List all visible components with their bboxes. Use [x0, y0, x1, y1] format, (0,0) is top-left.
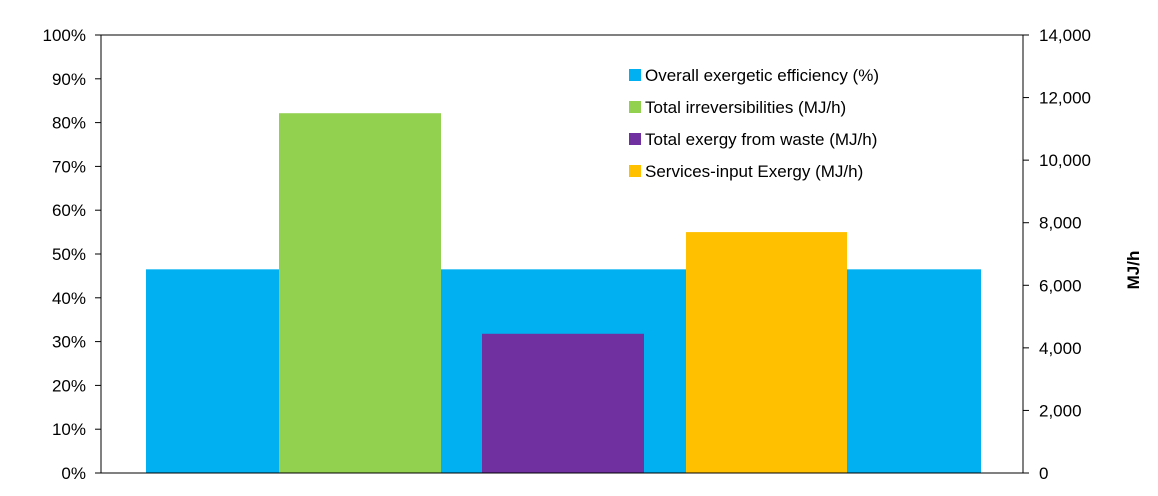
legend-label: Total irreversibilities (MJ/h) — [645, 98, 846, 117]
left-tick-label: 60% — [52, 201, 86, 220]
axes-layer: 0% 10% 20% 30% 40% 50% 60% 70% 80% 90% 100% 0 2,000 4… — [43, 26, 1091, 483]
left-tick-label: 30% — [52, 333, 86, 352]
left-tick-label: 20% — [52, 376, 86, 395]
legend-swatch — [629, 69, 641, 81]
bars-layer — [146, 113, 981, 473]
legend: Overall exergetic efficiency (%) Total ir… — [629, 66, 879, 181]
left-tick-label: 0% — [61, 464, 86, 483]
left-tick-label: 90% — [52, 70, 86, 89]
legend-swatch — [629, 101, 641, 113]
bar-2 — [279, 113, 441, 473]
right-tick-label: 10,000 — [1039, 151, 1091, 170]
legend-swatch — [629, 133, 641, 145]
legend-label: Services-input Exergy (MJ/h) — [645, 162, 863, 181]
left-tick-label: 10% — [52, 420, 86, 439]
right-tick-label: 4,000 — [1039, 339, 1082, 358]
right-tick-label: 6,000 — [1039, 276, 1082, 295]
right-axis-label: MJ/h — [1124, 251, 1143, 290]
legend-swatch — [629, 165, 641, 177]
left-tick-label: 50% — [52, 245, 86, 264]
right-tick-label: 8,000 — [1039, 214, 1082, 233]
bar-3 — [482, 333, 644, 473]
left-tick-label: 100% — [43, 26, 86, 45]
right-tick-label: 2,000 — [1039, 401, 1082, 420]
right-tick-label: 14,000 — [1039, 26, 1091, 45]
left-tick-label: 70% — [52, 157, 86, 176]
bar-4 — [686, 232, 847, 473]
legend-label: Total exergy from waste (MJ/h) — [645, 130, 877, 149]
right-tick-label: 12,000 — [1039, 89, 1091, 108]
legend-label: Overall exergetic efficiency (%) — [645, 66, 879, 85]
left-tick-label: 40% — [52, 289, 86, 308]
right-tick-label: 0 — [1039, 464, 1048, 483]
left-tick-label: 80% — [52, 114, 86, 133]
